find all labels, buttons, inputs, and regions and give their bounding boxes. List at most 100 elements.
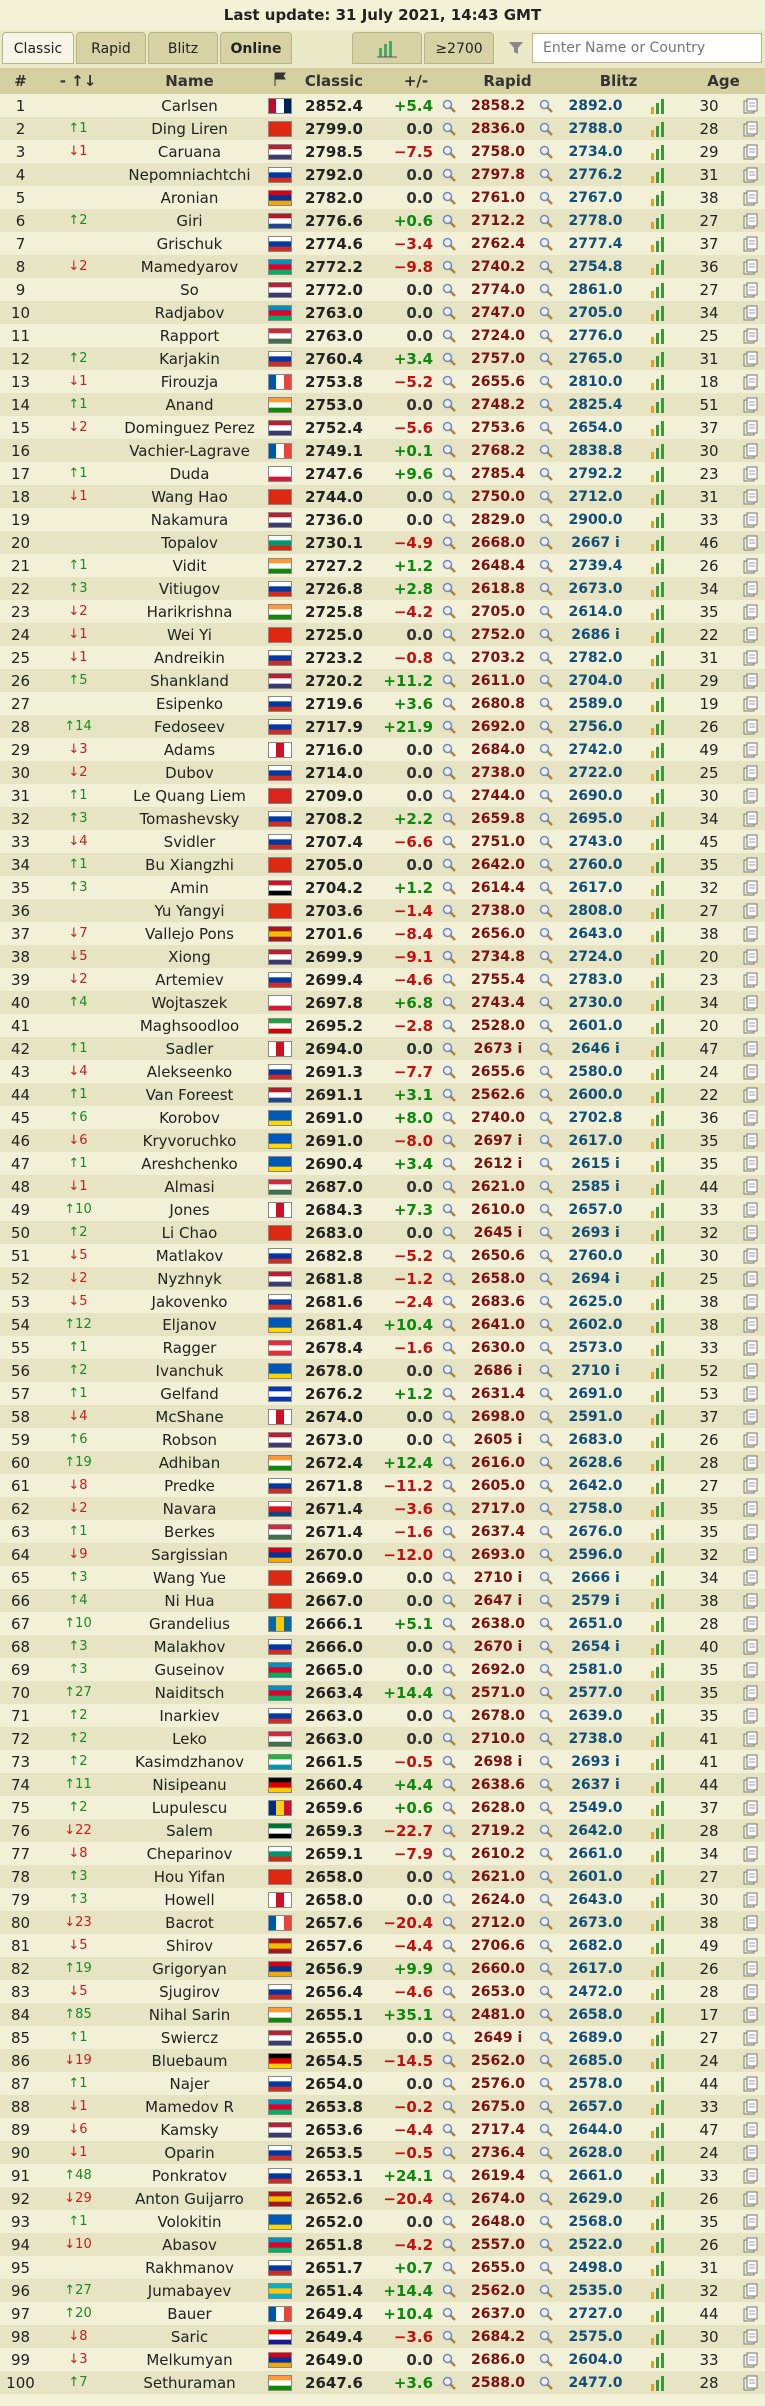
profile-link[interactable]	[736, 853, 765, 876]
search-link[interactable]	[536, 1083, 555, 1106]
player-row[interactable]: 11 Rapport 2763.0 0.0 2724.0 2776.0 25	[0, 324, 765, 347]
player-name[interactable]: Swiercz	[160, 2028, 219, 2047]
player-row[interactable]: 23 ↓2 Harikrishna 2725.8 −4.2 2705.0 2614.0 35	[0, 600, 765, 623]
search-link[interactable]	[437, 1612, 460, 1635]
search-link[interactable]	[536, 1589, 555, 1612]
player-row[interactable]: 35 ↑3 Amin 2704.2 +1.2 2614.4 2617.0 32	[0, 876, 765, 899]
player-name[interactable]: Howell	[164, 1890, 215, 1909]
search-link[interactable]	[536, 163, 555, 186]
search-link[interactable]	[536, 1267, 555, 1290]
search-link[interactable]	[536, 1037, 555, 1060]
player-name[interactable]: Rapport	[159, 326, 220, 345]
player-row[interactable]: 96 ↑27 Jumabayev 2651.4 +14.4 2562.0 2535.0 32	[0, 2279, 765, 2302]
search-link[interactable]	[437, 1796, 460, 1819]
search-link[interactable]	[536, 2003, 555, 2026]
search-link[interactable]	[536, 1727, 555, 1750]
profile-link[interactable]	[736, 1060, 765, 1083]
player-row[interactable]: 99 ↓3 Melkumyan 2649.0 0.0 2686.0 2604.0 33	[0, 2348, 765, 2371]
player-row[interactable]: 4 Nepomniachtchi 2792.0 0.0 2797.8 2776.2 31	[0, 163, 765, 186]
player-name[interactable]: Hou Yifan	[153, 1867, 226, 1886]
player-row[interactable]: 79 ↑3 Howell 2658.0 0.0 2624.0 2643.0 30	[0, 1888, 765, 1911]
player-name[interactable]: Harikrishna	[146, 602, 233, 621]
player-name[interactable]: Amin	[170, 878, 209, 897]
search-link[interactable]	[536, 1014, 555, 1037]
profile-link[interactable]	[736, 1819, 765, 1842]
chart-link[interactable]	[636, 2233, 682, 2256]
search-link[interactable]	[536, 1451, 555, 1474]
player-name[interactable]: Bluebaum	[151, 2051, 228, 2070]
search-link[interactable]	[437, 1267, 460, 1290]
chart-link[interactable]	[636, 531, 682, 554]
search-link[interactable]	[536, 2325, 555, 2348]
player-name[interactable]: Gelfand	[160, 1384, 219, 1403]
search-link[interactable]	[536, 807, 555, 830]
player-name[interactable]: Aronian	[160, 188, 219, 207]
profile-link[interactable]	[736, 1934, 765, 1957]
player-row[interactable]: 51 ↓5 Matlakov 2682.8 −5.2 2650.6 2760.0 30	[0, 1244, 765, 1267]
profile-link[interactable]	[736, 1773, 765, 1796]
profile-link[interactable]	[736, 2210, 765, 2233]
player-row[interactable]: 56 ↑2 Ivanchuk 2678.0 0.0 2686 i 2710 i 52	[0, 1359, 765, 1382]
search-link[interactable]	[536, 2141, 555, 2164]
player-name[interactable]: Eljanov	[162, 1315, 217, 1334]
player-row[interactable]: 76 ↓22 Salem 2659.3 −22.7 2719.2 2642.0 28	[0, 1819, 765, 1842]
player-row[interactable]: 74 ↑11 Nisipeanu 2660.4 +4.4 2638.6 2637 i 44	[0, 1773, 765, 1796]
profile-link[interactable]	[736, 1704, 765, 1727]
player-name[interactable]: Alekseenko	[146, 1062, 233, 1081]
search-link[interactable]	[536, 1566, 555, 1589]
profile-link[interactable]	[736, 324, 765, 347]
player-name[interactable]: Najer	[169, 2074, 210, 2093]
search-link[interactable]	[536, 1221, 555, 1244]
chart-link[interactable]	[636, 2279, 682, 2302]
search-link[interactable]	[437, 1865, 460, 1888]
player-row[interactable]: 41 Maghsoodloo 2695.2 −2.8 2528.0 2601.0 20	[0, 1014, 765, 1037]
chart-link[interactable]	[636, 209, 682, 232]
filter-button[interactable]: ≥2700	[424, 32, 494, 64]
player-row[interactable]: 65 ↑3 Wang Yue 2669.0 0.0 2710 i 2666 i 34	[0, 1566, 765, 1589]
chart-link[interactable]	[636, 255, 682, 278]
search-link[interactable]	[536, 232, 555, 255]
player-row[interactable]: 78 ↑3 Hou Yifan 2658.0 0.0 2621.0 2601.0 27	[0, 1865, 765, 1888]
chart-link[interactable]	[636, 1290, 682, 1313]
search-link[interactable]	[536, 2256, 555, 2279]
chart-link[interactable]	[636, 1428, 682, 1451]
chart-link[interactable]	[636, 876, 682, 899]
search-link[interactable]	[437, 1681, 460, 1704]
player-row[interactable]: 80 ↓23 Bacrot 2657.6 −20.4 2712.0 2673.0 38	[0, 1911, 765, 1934]
profile-link[interactable]	[736, 2279, 765, 2302]
search-link[interactable]	[536, 1980, 555, 2003]
player-row[interactable]: 43 ↓4 Alekseenko 2691.3 −7.7 2655.6 2580.0 24	[0, 1060, 765, 1083]
chart-link[interactable]	[636, 1198, 682, 1221]
search-link[interactable]	[536, 1313, 555, 1336]
search-link[interactable]	[437, 1566, 460, 1589]
chart-link[interactable]	[636, 830, 682, 853]
player-row[interactable]: 18 ↓1 Wang Hao 2744.0 0.0 2750.0 2712.0 31	[0, 485, 765, 508]
player-name[interactable]: Carlsen	[161, 96, 218, 115]
profile-link[interactable]	[736, 347, 765, 370]
player-row[interactable]: 84 ↑85 Nihal Sarin 2655.1 +35.1 2481.0 2658.0 1…	[0, 2003, 765, 2026]
chart-link[interactable]	[636, 1773, 682, 1796]
chart-link[interactable]	[636, 1819, 682, 1842]
search-link[interactable]	[437, 1589, 460, 1612]
profile-link[interactable]	[736, 94, 765, 117]
search-link[interactable]	[536, 1198, 555, 1221]
search-link[interactable]	[437, 1911, 460, 1934]
search-link[interactable]	[437, 1290, 460, 1313]
player-row[interactable]: 68 ↑3 Malakhov 2666.0 0.0 2670 i 2654 i 40	[0, 1635, 765, 1658]
chart-link[interactable]	[636, 1267, 682, 1290]
player-name[interactable]: Rakhmanov	[145, 2258, 234, 2277]
chart-link[interactable]	[636, 1842, 682, 1865]
player-row[interactable]: 17 ↑1 Duda 2747.6 +9.6 2785.4 2792.2 23	[0, 462, 765, 485]
player-name[interactable]: Ponkratov	[151, 2166, 228, 2185]
player-row[interactable]: 85 ↑1 Swiercz 2655.0 0.0 2649 i 2689.0 27	[0, 2026, 765, 2049]
player-row[interactable]: 48 ↓1 Almasi 2687.0 0.0 2621.0 2585 i 44	[0, 1175, 765, 1198]
player-name[interactable]: Inarkiev	[159, 1706, 220, 1725]
search-link[interactable]	[437, 324, 460, 347]
flag-header[interactable]	[264, 68, 296, 94]
chart-link[interactable]	[636, 1727, 682, 1750]
search-link[interactable]	[437, 370, 460, 393]
chart-link[interactable]	[636, 1934, 682, 1957]
chart-link[interactable]	[636, 761, 682, 784]
player-name[interactable]: Melkumyan	[146, 2350, 233, 2369]
search-link[interactable]	[437, 209, 460, 232]
